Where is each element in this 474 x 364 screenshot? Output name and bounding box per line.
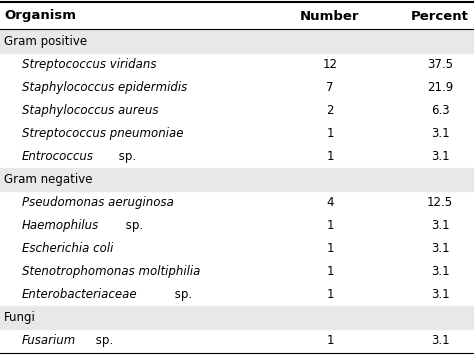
Text: 3.1: 3.1 (431, 150, 449, 163)
Text: Stenotrophomonas moltiphilia: Stenotrophomonas moltiphilia (22, 265, 201, 278)
Text: 12.5: 12.5 (427, 197, 453, 209)
Text: Fungi: Fungi (4, 312, 36, 324)
Text: 1: 1 (326, 265, 334, 278)
Text: Streptococcus viridans: Streptococcus viridans (22, 59, 156, 71)
Text: 3.1: 3.1 (431, 242, 449, 256)
Text: sp.: sp. (171, 288, 192, 301)
Text: Entrococcus: Entrococcus (22, 150, 94, 163)
Text: 1: 1 (326, 335, 334, 348)
Text: Staphylococcus epidermidis: Staphylococcus epidermidis (22, 82, 187, 95)
Text: 3.1: 3.1 (431, 335, 449, 348)
Bar (0, 306, 474, 329)
Text: Fusarium: Fusarium (22, 335, 76, 348)
Text: Staphylococcus aureus: Staphylococcus aureus (22, 104, 158, 118)
Text: 1: 1 (326, 219, 334, 233)
Text: Pseudomonas aeruginosa: Pseudomonas aeruginosa (22, 197, 174, 209)
Text: 2: 2 (326, 104, 334, 118)
Text: sp.: sp. (122, 219, 143, 233)
Text: 3.1: 3.1 (431, 219, 449, 233)
Text: Haemophilus: Haemophilus (22, 219, 99, 233)
Text: Percent: Percent (411, 9, 469, 23)
Text: sp.: sp. (115, 150, 136, 163)
Text: Gram negative: Gram negative (4, 174, 92, 186)
Text: 1: 1 (326, 242, 334, 256)
Text: 12: 12 (322, 59, 337, 71)
Text: Enterobacteriaceae: Enterobacteriaceae (22, 288, 137, 301)
Bar (0, 30, 474, 53)
Text: 1: 1 (326, 288, 334, 301)
Text: 21.9: 21.9 (427, 82, 453, 95)
Text: 1: 1 (326, 127, 334, 141)
Text: 7: 7 (326, 82, 334, 95)
Text: sp.: sp. (92, 335, 113, 348)
Text: 3.1: 3.1 (431, 288, 449, 301)
Text: 3.1: 3.1 (431, 265, 449, 278)
Text: Escherichia coli: Escherichia coli (22, 242, 113, 256)
Text: 6.3: 6.3 (431, 104, 449, 118)
Text: Number: Number (300, 9, 360, 23)
Text: 37.5: 37.5 (427, 59, 453, 71)
Bar (0, 168, 474, 191)
Text: Streptococcus pneumoniae: Streptococcus pneumoniae (22, 127, 183, 141)
Text: 4: 4 (326, 197, 334, 209)
Text: Organism: Organism (4, 9, 76, 23)
Text: 1: 1 (326, 150, 334, 163)
Text: 3.1: 3.1 (431, 127, 449, 141)
Text: Gram positive: Gram positive (4, 35, 87, 48)
